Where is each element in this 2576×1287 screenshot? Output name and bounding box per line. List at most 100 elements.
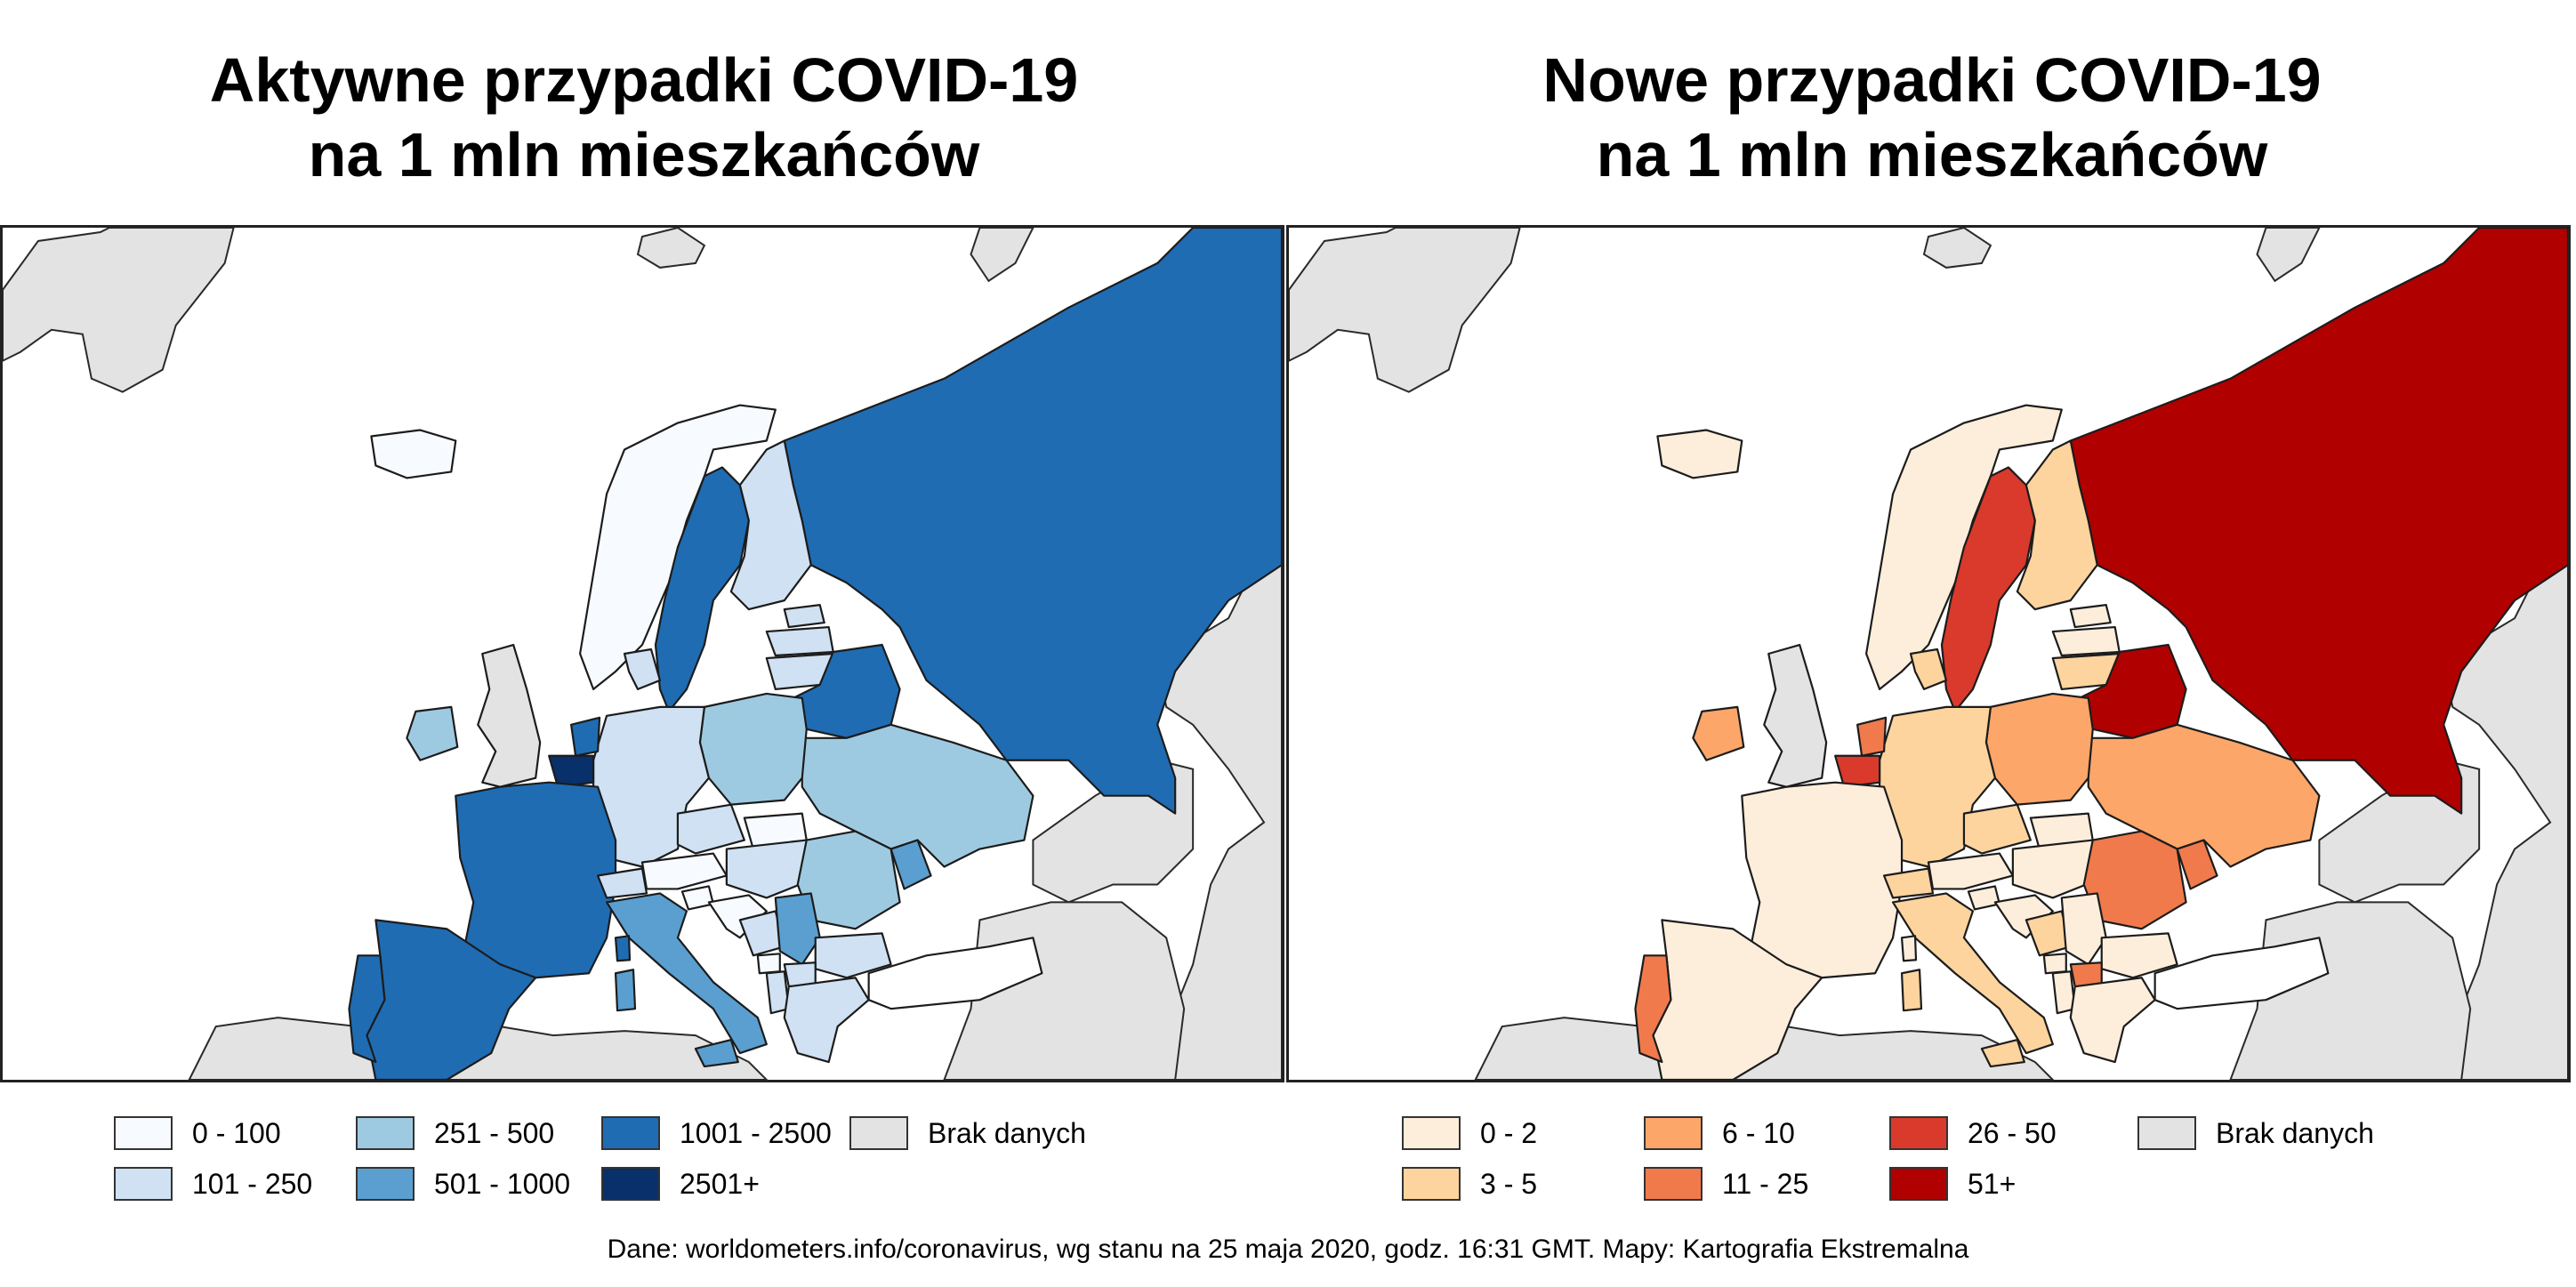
- legend-item: 251 - 500: [356, 1114, 554, 1153]
- new-cases-map-svg: [1289, 228, 2568, 1080]
- country-slovenia: [680, 885, 714, 911]
- legend-label: 0 - 100: [192, 1116, 281, 1149]
- legend-swatch: [1889, 1167, 1948, 1201]
- country-latvia: [2051, 625, 2121, 657]
- country-latvia: [765, 625, 834, 657]
- country-portugal: [1634, 954, 1672, 1064]
- country-czechia: [676, 803, 745, 855]
- legend-swatch: [114, 1116, 173, 1150]
- country-france: [1741, 781, 1904, 979]
- country-ireland: [1692, 705, 1745, 761]
- greenland: [1289, 228, 1521, 393]
- country-greece: [783, 977, 870, 1064]
- legend-swatch: [849, 1116, 908, 1150]
- legend-label: 6 - 10: [1722, 1116, 1795, 1149]
- legend-label: 51+: [1968, 1167, 2017, 1200]
- country-estonia: [2069, 604, 2112, 629]
- country-moldova: [2176, 839, 2218, 890]
- legend-item: 501 - 1000: [356, 1164, 570, 1203]
- novaya-zemlya-gap: [2256, 228, 2321, 283]
- country-iceland: [370, 429, 457, 479]
- country-ukraine: [2087, 723, 2321, 868]
- legend-swatch: [601, 1167, 660, 1201]
- country-austria: [1927, 852, 2014, 890]
- legend-label: 0 - 2: [1480, 1116, 1538, 1149]
- legend-swatch: [2137, 1116, 2196, 1150]
- country-switzerland: [1882, 867, 1935, 899]
- legend-swatch: [1644, 1167, 1703, 1201]
- country-ireland: [406, 705, 459, 761]
- right-map-title: Nowe przypadki COVID-19 na 1 mln mieszka…: [1542, 45, 2322, 189]
- country-italy: [605, 892, 768, 1055]
- legend-label: 3 - 5: [1480, 1167, 1538, 1200]
- country-russia: [2069, 228, 2568, 815]
- svalbard-like: [1922, 228, 1992, 269]
- country-denmark: [1909, 648, 1948, 691]
- country-moldova: [890, 839, 932, 890]
- legend-swatch: [1644, 1116, 1703, 1150]
- legend-swatch: [1402, 1116, 1461, 1150]
- country-corsica: [1900, 935, 1918, 962]
- legend-item: Brak danych: [2137, 1114, 2374, 1153]
- country-netherlands: [1856, 716, 1888, 757]
- country-italy: [1891, 892, 2054, 1055]
- legend-label: 26 - 50: [1968, 1116, 2057, 1149]
- legend-item: Brak danych: [849, 1114, 1086, 1153]
- country-denmark: [623, 648, 662, 691]
- country-sicily: [1980, 1038, 2025, 1068]
- legend-item: 0 - 2: [1402, 1114, 1537, 1153]
- data-source-note: Dane: worldometers.info/coronavirus, wg …: [607, 1235, 1969, 1264]
- country-sardinia: [614, 969, 637, 1012]
- active-cases-legend: 0 - 100 101 - 250 251 - 500 501 - 1000 1001 …: [0, 1114, 1288, 1211]
- legend-label: 11 - 25: [1722, 1167, 1809, 1200]
- country-finland: [729, 439, 812, 611]
- country-czechia: [1962, 803, 2032, 855]
- active-cases-map-svg: [3, 228, 1282, 1080]
- legend-item: 51+: [1889, 1164, 2016, 1203]
- country-montenegro: [756, 953, 781, 975]
- country-netherlands: [570, 716, 601, 757]
- legend-item: 11 - 25: [1644, 1164, 1808, 1203]
- country-serbia: [2060, 892, 2107, 966]
- country-uk: [477, 643, 542, 788]
- country-estonia: [783, 604, 825, 629]
- country-sicily: [694, 1038, 739, 1068]
- country-corsica: [614, 935, 632, 962]
- legend-item: 3 - 5: [1402, 1164, 1537, 1203]
- country-france: [455, 781, 617, 979]
- legend-item: 0 - 100: [114, 1114, 281, 1153]
- legend-swatch: [356, 1116, 415, 1150]
- country-russia: [783, 228, 1282, 815]
- country-sardinia: [1900, 969, 1923, 1012]
- country-switzerland: [596, 867, 648, 899]
- country-hungary: [725, 839, 812, 899]
- country-poland: [1984, 692, 2094, 806]
- country-portugal: [348, 954, 386, 1064]
- legend-swatch: [114, 1167, 173, 1201]
- legend-item: 2501+: [601, 1164, 760, 1203]
- legend-swatch: [1889, 1116, 1948, 1150]
- country-romania: [796, 830, 901, 930]
- legend-item: 101 - 250: [114, 1164, 312, 1203]
- country-finland: [2016, 439, 2098, 611]
- legend-label: 501 - 1000: [434, 1167, 571, 1200]
- country-belgium: [1834, 754, 1881, 788]
- legend-item: 1001 - 2500: [601, 1114, 832, 1153]
- legend-item: 6 - 10: [1644, 1114, 1795, 1153]
- country-hungary: [2011, 839, 2098, 899]
- country-ukraine: [801, 723, 1034, 868]
- legend-label: 101 - 250: [192, 1167, 313, 1200]
- country-belgium: [548, 754, 595, 788]
- country-montenegro: [2042, 953, 2067, 975]
- new-cases-map: [1286, 225, 2571, 1082]
- country-turkey: [2153, 937, 2330, 1010]
- novaya-zemlya-gap: [970, 228, 1034, 283]
- country-serbia: [774, 892, 821, 966]
- legend-swatch: [1402, 1167, 1461, 1201]
- legend-item: 26 - 50: [1889, 1114, 2057, 1153]
- country-greece: [2069, 977, 2156, 1064]
- new-cases-legend: 0 - 2 3 - 5 6 - 10 11 - 25 26 - 50 51+ Brak da…: [1288, 1114, 2576, 1211]
- legend-swatch: [601, 1116, 660, 1150]
- country-iceland: [1656, 429, 1743, 479]
- country-romania: [2082, 830, 2187, 930]
